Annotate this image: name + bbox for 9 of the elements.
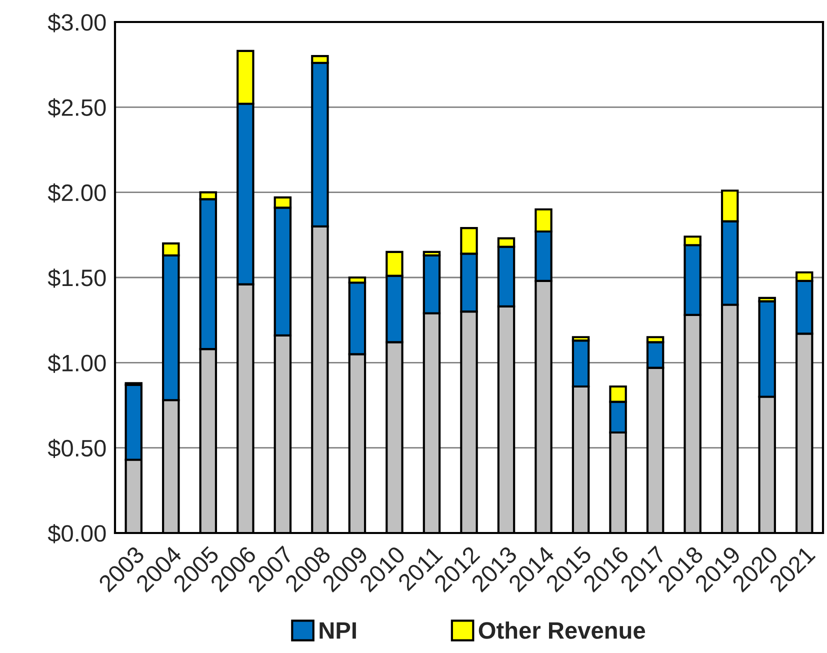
y-tick-label: $2.00 <box>48 183 106 203</box>
legend-label: NPI <box>320 622 356 639</box>
y-tick-label: $2.50 <box>48 98 106 118</box>
legend-label: Other Revenue <box>478 622 646 639</box>
y-tick-label: $0.00 <box>48 524 106 544</box>
y-tick-label: $3.00 <box>48 13 106 32</box>
y-tick-label: $1.50 <box>48 268 106 288</box>
y-tick-label: $0.50 <box>48 438 106 458</box>
y-tick-label: $1.00 <box>48 354 106 373</box>
